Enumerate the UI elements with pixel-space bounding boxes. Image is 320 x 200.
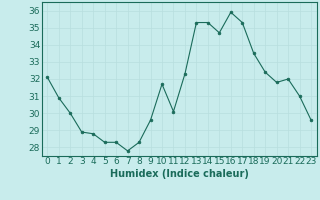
X-axis label: Humidex (Indice chaleur): Humidex (Indice chaleur): [110, 169, 249, 179]
